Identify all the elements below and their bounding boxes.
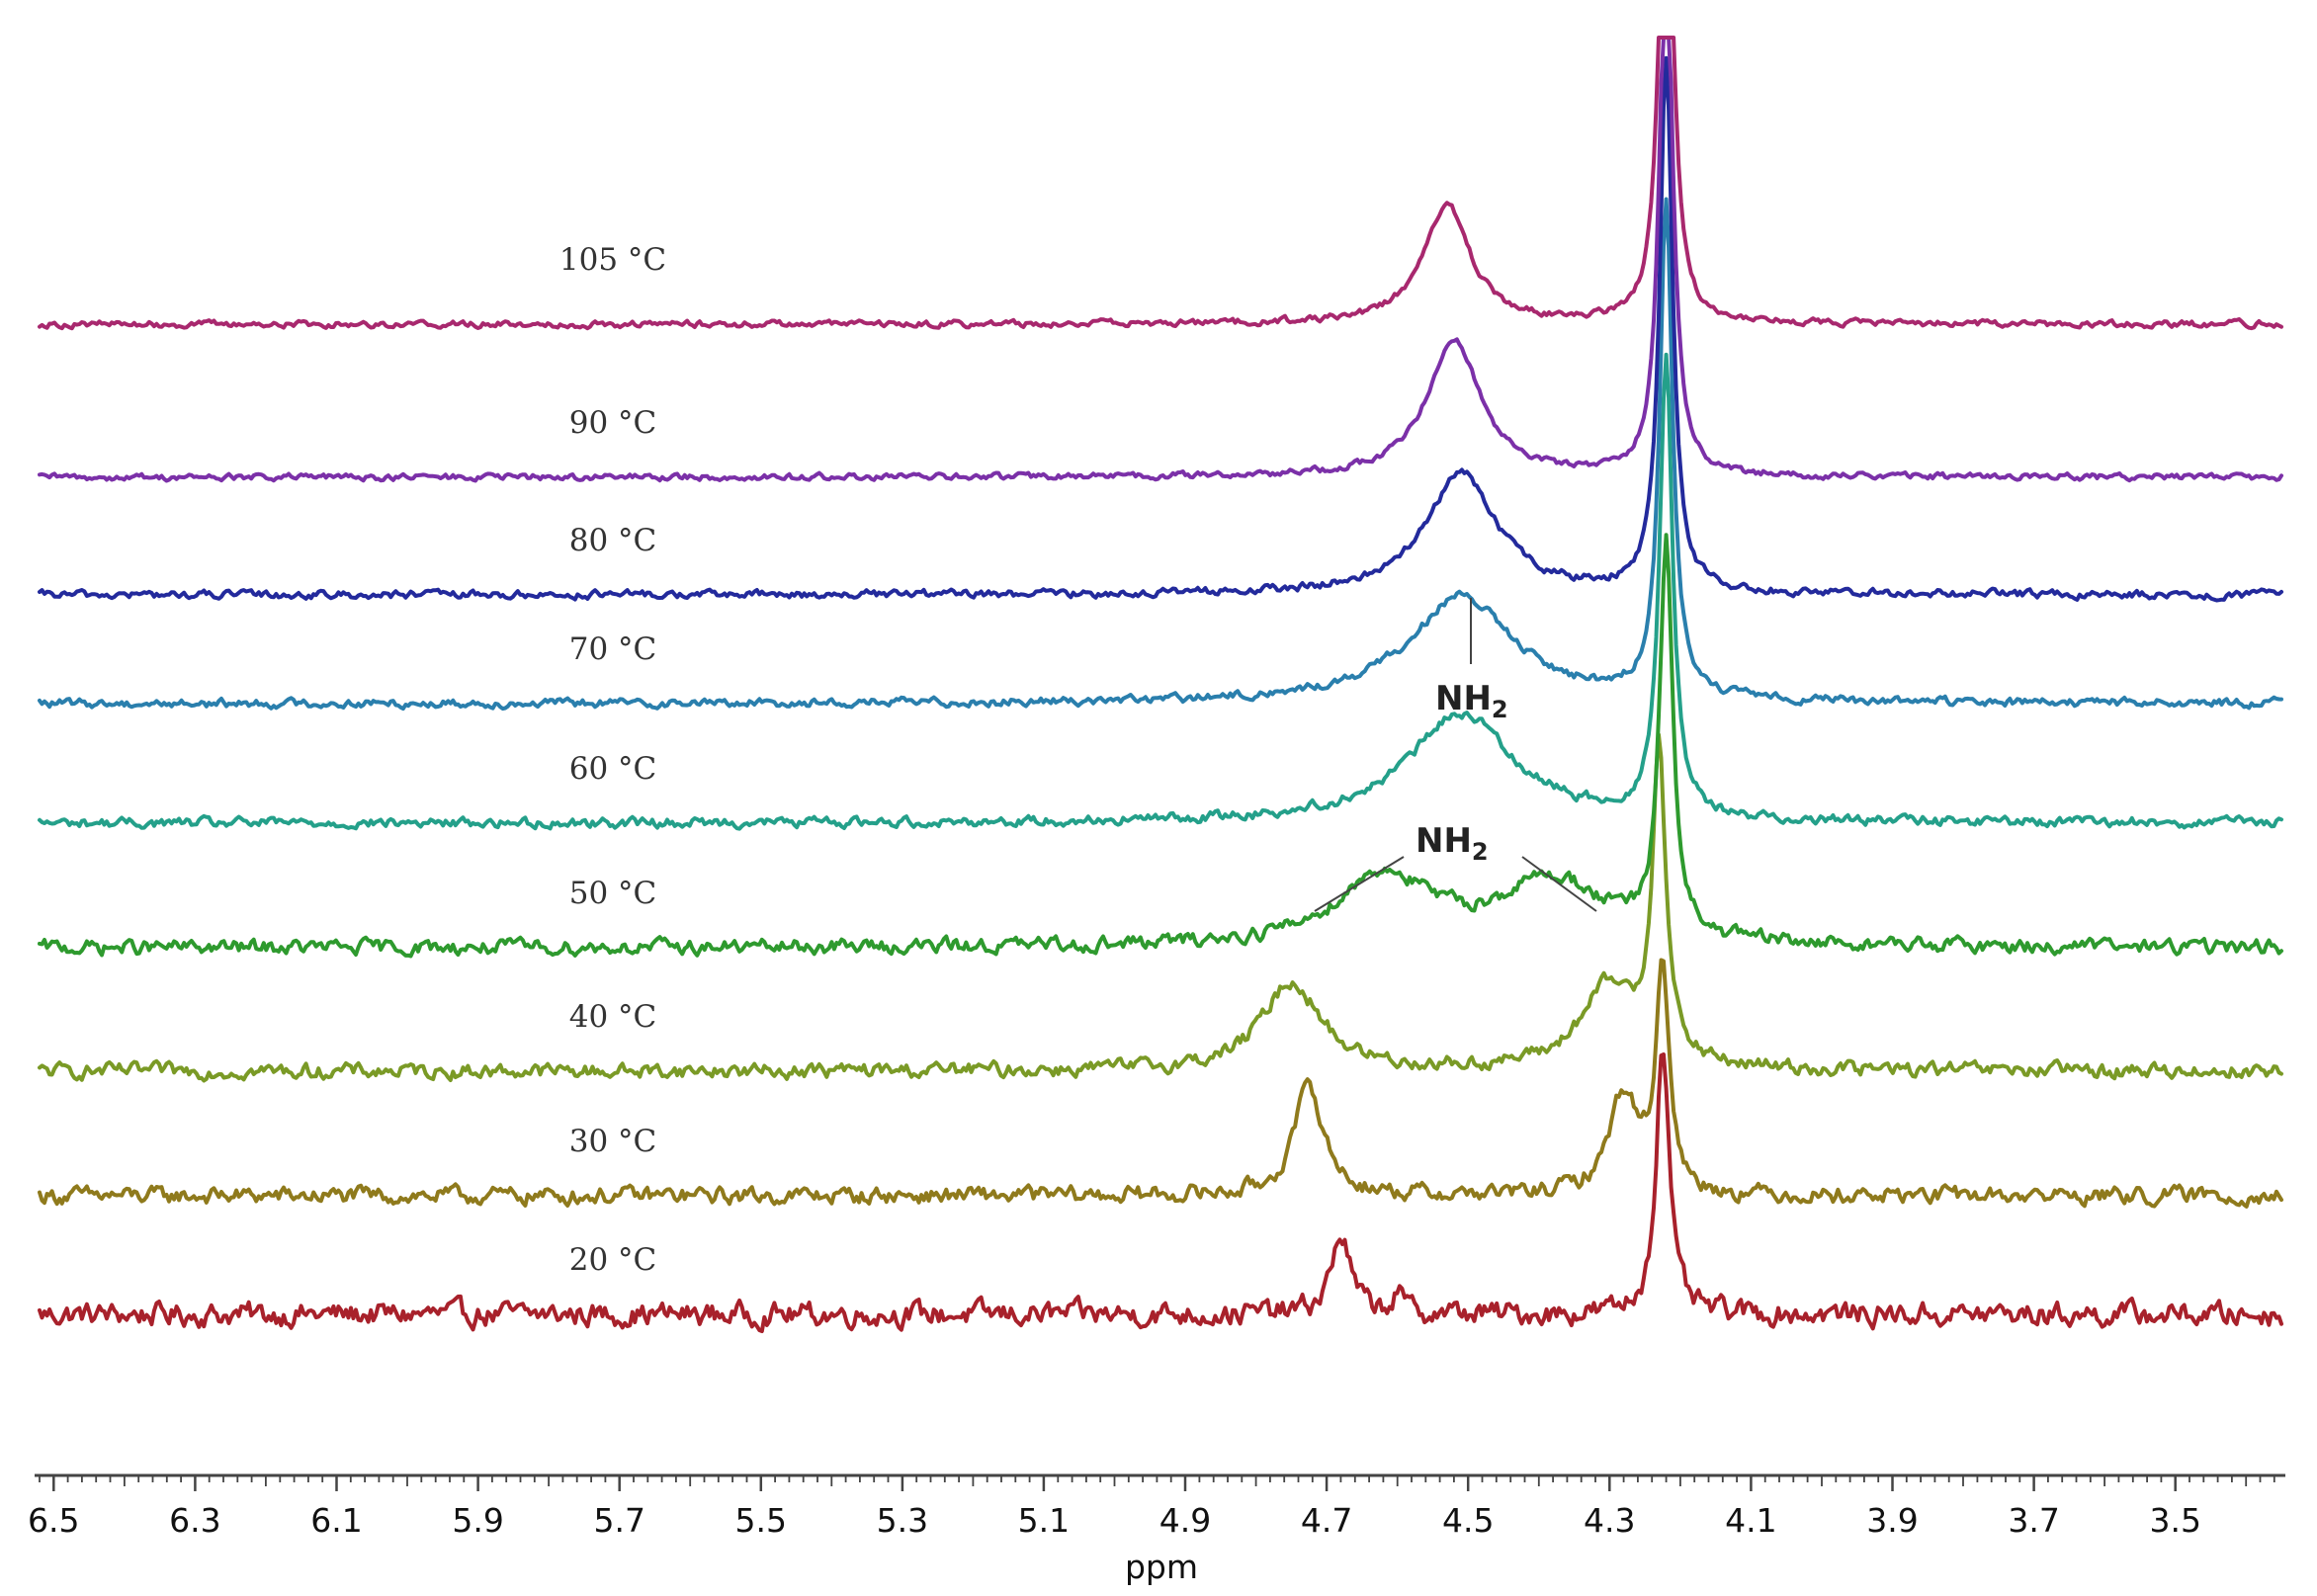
spectrum-line-40c — [38, 732, 2283, 1083]
x-tick-label: 3.7 — [2008, 1501, 2059, 1540]
temperature-label-70c: 70 °C — [569, 631, 657, 667]
nh2-lower-leader-left — [1314, 856, 1405, 912]
spectra-layer — [38, 36, 2283, 1334]
spectrum-line-20c — [38, 1052, 2283, 1334]
x-axis-title: ppm — [1125, 1548, 1198, 1586]
temperature-label-40c: 40 °C — [569, 999, 657, 1035]
temperature-label-90c: 90 °C — [569, 405, 657, 441]
x-tick-label: 5.1 — [1018, 1501, 1070, 1540]
x-tick-label: 5.3 — [877, 1501, 928, 1540]
temperature-label-30c: 30 °C — [569, 1124, 657, 1159]
temperature-label-105c: 105 °C — [559, 242, 666, 278]
annotations: NH2 NH2 — [1314, 598, 1597, 912]
x-tick-label: 4.1 — [1725, 1501, 1776, 1540]
spectrum-line-70c — [38, 197, 2283, 712]
spectrum-line-60c — [38, 352, 2283, 831]
x-tick-label: 5.7 — [593, 1501, 644, 1540]
x-axis: 6.5 6.3 6.1 5.9 5.7 5.5 5.3 5.1 4.9 4.7 4.5 4.3 4.1 3… — [28, 1473, 2285, 1586]
x-tick-label: 6.3 — [169, 1501, 220, 1540]
x-tick-label: 5.5 — [735, 1501, 787, 1540]
spectrum-line-80c — [38, 55, 2283, 603]
nh2-lower-label: NH2 — [1416, 821, 1489, 866]
x-tick-label: 4.5 — [1442, 1501, 1494, 1540]
x-tick-label: 5.9 — [452, 1501, 503, 1540]
temperature-label-80c: 80 °C — [569, 523, 657, 558]
x-tick-label: 4.7 — [1301, 1501, 1352, 1540]
temperature-label-20c: 20 °C — [569, 1242, 657, 1278]
nh2-upper-label: NH2 — [1435, 679, 1508, 723]
temperature-labels: 20 °C 30 °C 40 °C 50 °C 60 °C 70 °C 80 °C 90 °C… — [559, 242, 666, 1278]
temperature-label-60c: 60 °C — [569, 751, 657, 787]
spectrum-line-105c — [38, 36, 2283, 331]
nh2-lower-subscript: 2 — [1472, 838, 1489, 866]
x-tick-label: 6.1 — [310, 1501, 362, 1540]
temperature-label-50c: 50 °C — [569, 876, 657, 911]
x-tick-label: 3.5 — [2149, 1501, 2200, 1540]
nh2-lower-leader-right — [1521, 856, 1597, 912]
x-tick-label: 4.3 — [1584, 1501, 1635, 1540]
spectrum-line-50c — [38, 533, 2283, 959]
x-axis-ticks: 6.5 6.3 6.1 5.9 5.7 5.5 5.3 5.1 4.9 4.7 4.5 4.3 4.1 3… — [28, 1475, 2275, 1540]
spectrum-line-90c — [38, 36, 2283, 483]
spectrum-line-30c — [38, 958, 2283, 1209]
x-tick-label: 3.9 — [1866, 1501, 1918, 1540]
x-tick-label: 6.5 — [28, 1501, 79, 1540]
x-tick-label: 4.9 — [1159, 1501, 1211, 1540]
nh2-upper-subscript: 2 — [1492, 696, 1508, 723]
